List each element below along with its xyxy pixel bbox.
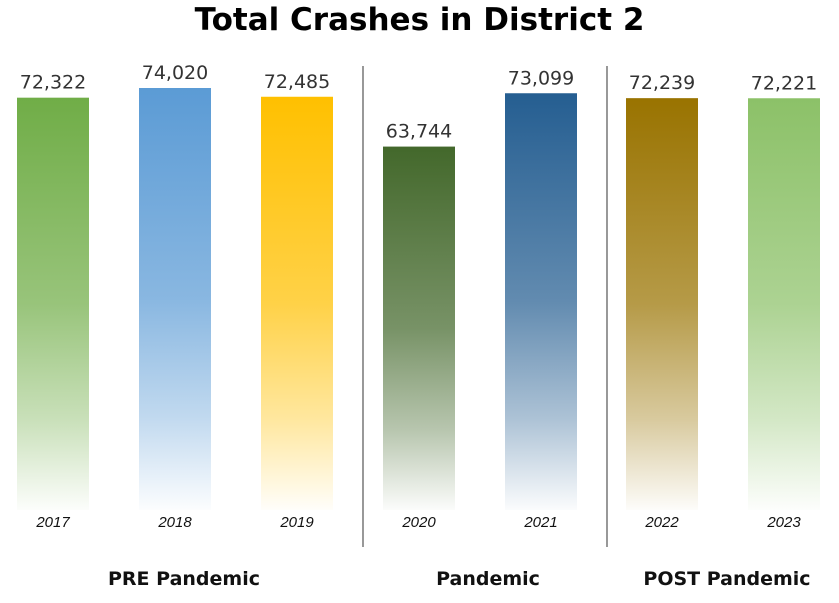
tick-label-2023: 2023 — [766, 514, 801, 531]
data-label-2023: 72,221 — [751, 72, 817, 94]
data-label-2019: 72,485 — [264, 71, 330, 93]
data-label-2020: 63,744 — [386, 121, 452, 143]
data-label-2022: 72,239 — [629, 72, 695, 94]
tick-label-2022: 2022 — [644, 514, 679, 531]
data-label-2021: 73,099 — [508, 67, 574, 89]
tick-label-2021: 2021 — [523, 514, 557, 531]
data-label-2017: 72,322 — [20, 72, 86, 94]
bar-2018 — [139, 88, 211, 510]
bar-2019 — [261, 96, 333, 510]
bar-2017 — [17, 97, 89, 510]
data-label-2018: 74,020 — [142, 62, 208, 84]
bar-2020 — [383, 146, 455, 510]
tick-label-2018: 2018 — [157, 514, 192, 531]
group-label-pre-pandemic: PRE Pandemic — [108, 568, 260, 590]
bar-2023 — [748, 98, 820, 510]
tick-label-2019: 2019 — [279, 514, 314, 531]
tick-label-2020: 2020 — [401, 514, 436, 531]
chart-title: Total Crashes in District 2 — [194, 2, 645, 38]
group-label-post-pandemic: POST Pandemic — [643, 568, 810, 590]
tick-label-2017: 2017 — [35, 514, 70, 531]
bar-2021 — [505, 93, 577, 511]
bar-2022 — [626, 98, 698, 510]
group-label-pandemic: Pandemic — [436, 568, 540, 590]
